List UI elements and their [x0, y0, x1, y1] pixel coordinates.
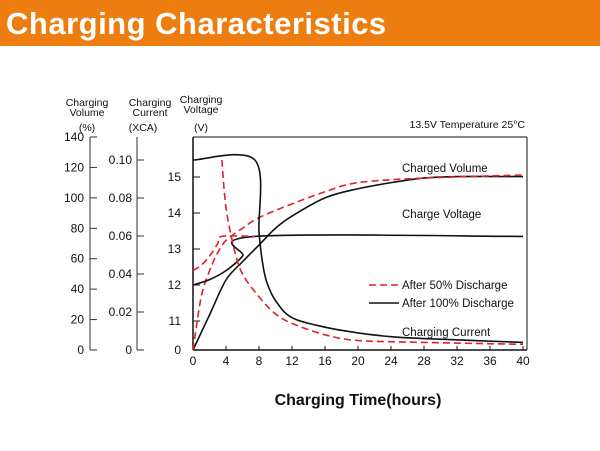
x-tick-label: 0: [190, 354, 197, 368]
x-tick-label: 24: [384, 354, 398, 368]
series-volume-50pct: [192, 174, 524, 351]
series-current-50pct: [221, 159, 524, 346]
series-voltage-100pct: [192, 234, 524, 286]
series-current-100pct: [192, 153, 524, 344]
volume-tick-label: 40: [71, 282, 85, 296]
voltage-tick-label: 14: [168, 206, 182, 220]
voltage-axis-unit: (V): [194, 122, 208, 134]
voltage-tick-label: 11: [169, 314, 182, 328]
volume-axis-unit: (%): [79, 122, 95, 134]
chart-annotation: 13.5V Temperature 25°C: [410, 119, 526, 131]
current-axis-title: Charging: [129, 97, 172, 109]
current-tick-label: 0.04: [109, 267, 133, 281]
x-tick-label: 40: [516, 354, 530, 368]
x-tick-label: 28: [417, 354, 431, 368]
x-tick-label: 36: [483, 354, 497, 368]
curve-label-current: Charging Current: [402, 327, 491, 339]
voltage-tick-label: 15: [168, 170, 182, 184]
legend-label: After 50% Discharge: [402, 280, 507, 292]
x-axis-title: Charging Time(hours): [275, 392, 442, 409]
volume-tick-label: 0: [77, 343, 84, 357]
current-axis-title: Current: [132, 107, 167, 119]
current-tick-label: 0.10: [109, 153, 133, 167]
volume-tick-label: 60: [71, 252, 85, 266]
current-tick-label: 0: [125, 343, 132, 357]
x-tick-label: 16: [318, 354, 332, 368]
x-tick-label: 4: [223, 354, 230, 368]
current-tick-label: 0.08: [109, 191, 133, 205]
volume-axis-title: Volume: [69, 107, 104, 119]
volume-tick-label: 120: [64, 160, 84, 174]
voltage-tick-label: 0: [174, 343, 181, 357]
legend-label: After 100% Discharge: [402, 298, 514, 310]
current-axis-unit: (XCA): [129, 122, 158, 134]
curve-label-volume: Charged Volume: [402, 163, 488, 175]
x-tick-label: 8: [256, 354, 263, 368]
volume-tick-label: 80: [71, 221, 85, 235]
series-voltage-50pct: [192, 235, 255, 272]
x-tick-label: 32: [450, 354, 464, 368]
voltage-tick-label: 13: [168, 242, 182, 256]
volume-axis-title: Charging: [66, 97, 109, 109]
volume-tick-label: 140: [64, 130, 84, 144]
volume-tick-label: 20: [71, 313, 85, 327]
series-volume-100pct: [192, 175, 524, 351]
page-title: Charging Characteristics: [6, 6, 387, 41]
curve-label-voltage: Charge Voltage: [402, 209, 481, 221]
voltage-tick-label: 12: [168, 278, 182, 292]
x-tick-label: 12: [285, 354, 299, 368]
header-banner: Charging Characteristics: [0, 0, 600, 46]
x-tick-label: 20: [351, 354, 365, 368]
current-tick-label: 0.06: [109, 229, 133, 243]
voltage-axis-title: Voltage: [183, 104, 218, 116]
current-tick-label: 0.02: [109, 305, 133, 319]
volume-tick-label: 100: [64, 191, 84, 205]
voltage-axis-title: Charging: [180, 94, 223, 106]
